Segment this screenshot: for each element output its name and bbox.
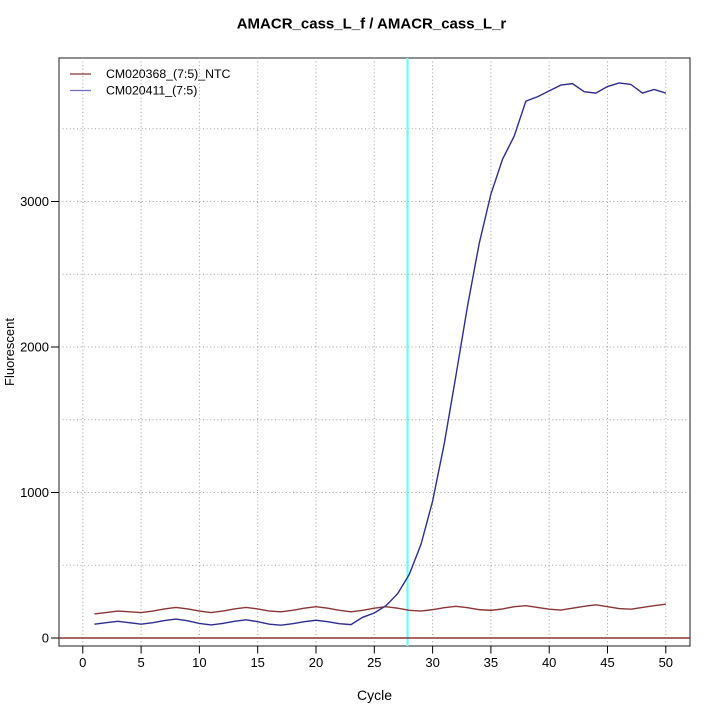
svg-text:Fluorescent: Fluorescent <box>2 318 17 386</box>
svg-text:10: 10 <box>192 655 206 670</box>
svg-text:50: 50 <box>659 655 673 670</box>
svg-text:CM020368_(7:5)_NTC: CM020368_(7:5)_NTC <box>106 67 231 81</box>
svg-text:5: 5 <box>137 655 144 670</box>
svg-text:CM020411_(7:5): CM020411_(7:5) <box>106 84 197 98</box>
svg-text:2000: 2000 <box>20 340 49 355</box>
svg-text:40: 40 <box>542 655 556 670</box>
svg-text:AMACR_cass_L_f / AMACR_cass_L_: AMACR_cass_L_f / AMACR_cass_L_r <box>237 15 507 32</box>
svg-text:15: 15 <box>250 655 264 670</box>
svg-text:3000: 3000 <box>20 194 49 209</box>
svg-text:20: 20 <box>309 655 323 670</box>
svg-text:1000: 1000 <box>20 485 49 500</box>
svg-text:45: 45 <box>600 655 614 670</box>
svg-text:0: 0 <box>79 655 86 670</box>
svg-text:30: 30 <box>425 655 439 670</box>
svg-text:35: 35 <box>484 655 498 670</box>
svg-text:0: 0 <box>42 631 49 646</box>
svg-text:25: 25 <box>367 655 381 670</box>
svg-text:Cycle: Cycle <box>357 687 392 703</box>
